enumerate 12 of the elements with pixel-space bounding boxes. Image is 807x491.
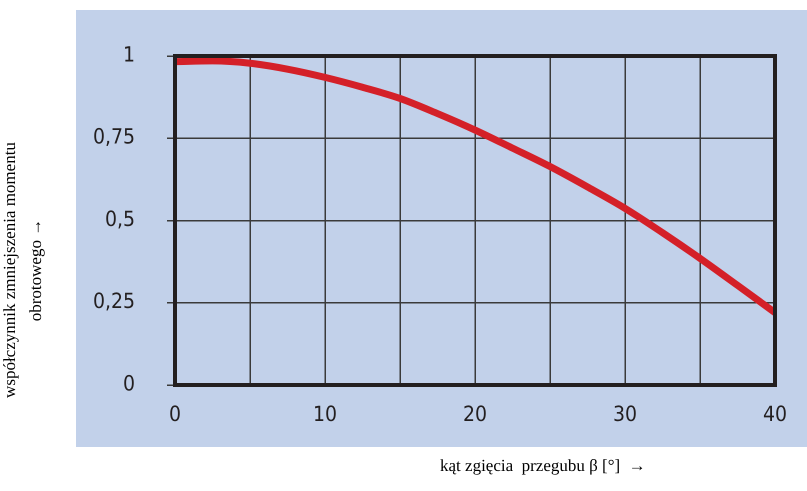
- y-tick-label: 1: [122, 42, 135, 66]
- y-tick-label: 0,75: [92, 124, 135, 149]
- x-tick-label: 10: [312, 402, 338, 426]
- y-axis-title: współczynnik zmniejszenia momentu obrotowego →: [0, 141, 46, 400]
- y-tick-label: 0: [122, 371, 135, 396]
- x-tick-label: 30: [612, 402, 638, 426]
- x-tick-label: 0: [168, 402, 182, 426]
- x-tick-label: 20: [462, 402, 488, 426]
- x-axis-title: kąt zgięcia przegubu β [°] →: [440, 456, 646, 476]
- y-tick-label: 0,5: [104, 206, 135, 231]
- x-tick-label: 40: [762, 402, 788, 426]
- y-tick-label: 0,25: [92, 289, 135, 314]
